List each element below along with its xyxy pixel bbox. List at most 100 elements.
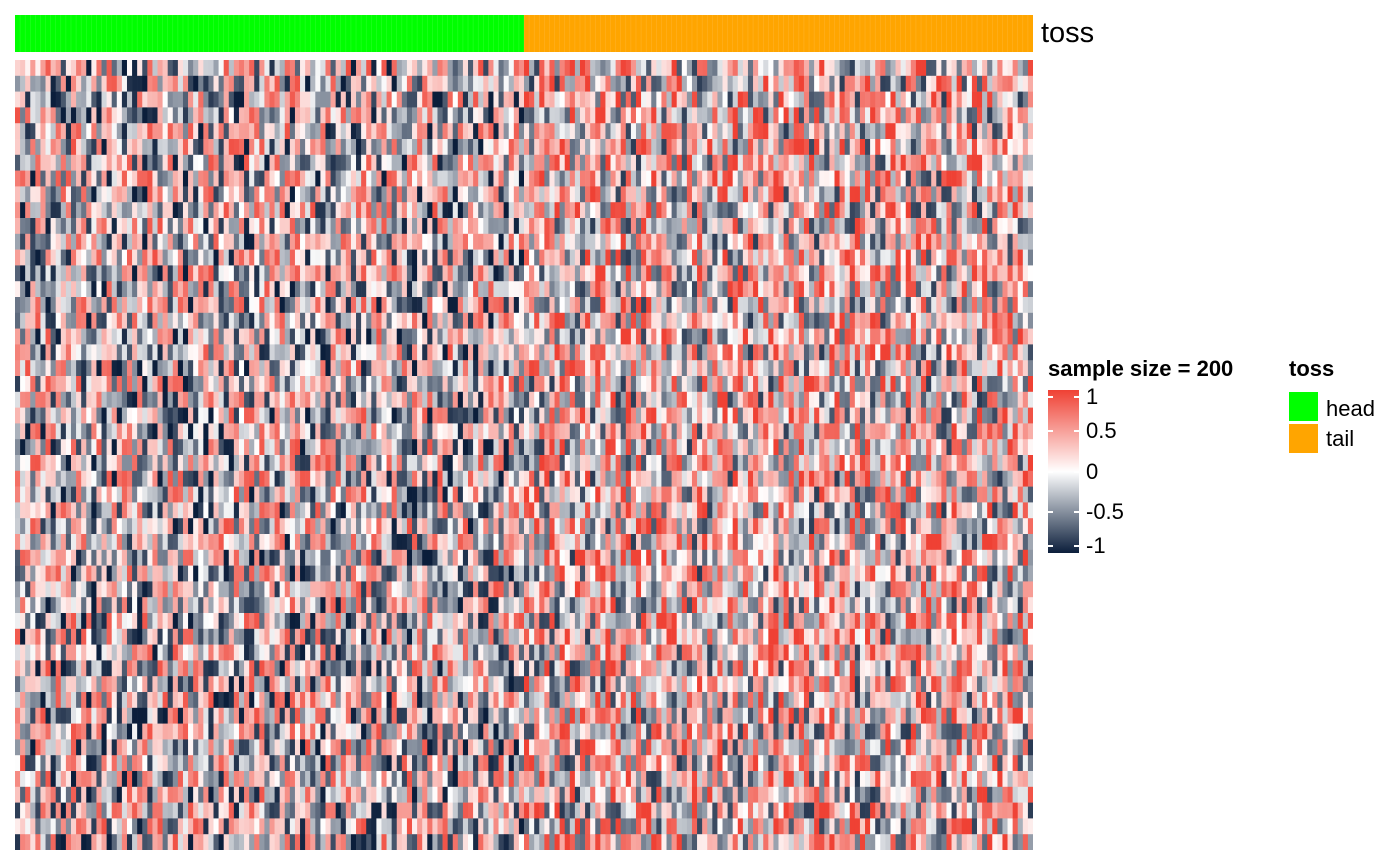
heatmap-cell xyxy=(228,344,235,361)
heatmap-cell xyxy=(157,344,163,361)
heatmap-cell xyxy=(345,265,352,282)
heatmap-cell xyxy=(269,376,275,393)
heatmap-cell xyxy=(508,628,515,645)
heatmap-cell xyxy=(198,233,204,250)
heatmap-cell xyxy=(356,328,362,345)
heatmap-cell xyxy=(40,202,46,219)
heatmap-cell xyxy=(137,218,143,235)
heatmap-cell xyxy=(152,502,158,519)
heatmap-cell xyxy=(111,439,118,456)
heatmap-cell xyxy=(15,376,21,393)
heatmap-cell xyxy=(366,660,372,677)
heatmap-cell xyxy=(386,91,392,108)
heatmap-cell xyxy=(162,502,168,519)
heatmap-cell xyxy=(289,186,296,203)
heatmap-cell xyxy=(238,818,245,835)
heatmap-cell xyxy=(162,218,168,235)
heatmap-cell xyxy=(340,123,347,140)
heatmap-cell xyxy=(447,518,454,535)
heatmap-cell xyxy=(518,91,525,108)
heatmap-cell xyxy=(25,786,31,803)
heatmap-cell xyxy=(447,486,454,503)
heatmap-cell xyxy=(157,597,163,614)
heatmap-cell xyxy=(274,218,280,235)
heatmap-cell xyxy=(76,818,82,835)
heatmap-cell xyxy=(70,423,77,440)
heatmap-cell xyxy=(345,486,352,503)
heatmap-cell xyxy=(25,739,31,756)
heatmap-cell xyxy=(340,233,347,250)
heatmap-cell xyxy=(269,486,275,503)
heatmap-cell xyxy=(147,534,153,551)
heatmap-cell xyxy=(422,549,428,566)
heatmap-cell xyxy=(376,328,382,345)
heatmap-cell xyxy=(518,391,525,408)
heatmap-cell xyxy=(218,628,224,645)
heatmap-cell xyxy=(391,470,398,487)
heatmap-cell xyxy=(340,613,347,630)
heatmap-cell xyxy=(142,628,148,645)
heatmap-cell xyxy=(182,739,189,756)
heatmap-cell xyxy=(188,692,194,709)
heatmap-cell xyxy=(294,75,301,92)
heatmap-cell xyxy=(488,755,494,772)
heatmap-cell xyxy=(361,376,367,393)
heatmap-cell xyxy=(167,218,174,235)
heatmap-cell xyxy=(320,123,326,140)
heatmap-cell xyxy=(381,739,387,756)
heatmap-cell xyxy=(325,486,331,503)
heatmap-cell xyxy=(218,407,224,424)
heatmap-cell xyxy=(60,470,67,487)
heatmap-cell xyxy=(233,581,240,598)
heatmap-cell xyxy=(335,565,342,582)
heatmap-cell xyxy=(162,407,168,424)
heatmap-cell xyxy=(111,423,118,440)
heatmap-cell xyxy=(76,249,82,266)
heatmap-cell xyxy=(412,297,418,314)
heatmap-cell xyxy=(76,75,82,92)
heatmap-cell xyxy=(442,644,448,661)
heatmap-cell xyxy=(193,723,199,740)
heatmap-cell xyxy=(442,360,448,377)
heatmap-cell xyxy=(427,202,433,219)
heatmap-cell xyxy=(264,470,270,487)
heatmap-cell xyxy=(498,249,504,266)
heatmap-cell xyxy=(177,502,184,519)
heatmap-cell xyxy=(437,660,443,677)
heatmap-cell xyxy=(513,581,520,598)
heatmap-cell xyxy=(284,154,291,171)
heatmap-cell xyxy=(76,376,82,393)
heatmap-cell xyxy=(427,502,433,519)
heatmap-cell xyxy=(70,755,77,772)
heatmap-cell xyxy=(132,281,138,298)
heatmap-cell xyxy=(478,423,484,440)
heatmap-cell xyxy=(508,281,515,298)
heatmap-cell xyxy=(111,802,118,819)
heatmap-cell xyxy=(274,407,280,424)
heatmap-cell xyxy=(35,565,41,582)
heatmap-cell xyxy=(518,597,525,614)
heatmap-cell xyxy=(269,518,275,535)
heatmap-cell xyxy=(249,170,255,187)
heatmap-cell xyxy=(508,376,515,393)
heatmap-cell xyxy=(478,486,484,503)
heatmap-cell xyxy=(213,676,219,693)
heatmap-cell xyxy=(518,154,525,171)
heatmap-cell xyxy=(284,660,291,677)
heatmap-cell xyxy=(60,818,67,835)
heatmap-cell xyxy=(264,644,270,661)
heatmap-cell xyxy=(478,107,484,124)
heatmap-cell xyxy=(345,834,352,850)
heatmap-cell xyxy=(81,755,87,772)
heatmap-cell xyxy=(396,660,403,677)
heatmap-cell xyxy=(452,439,459,456)
heatmap-cell xyxy=(244,439,250,456)
heatmap-cell xyxy=(96,470,102,487)
heatmap-cell xyxy=(406,723,413,740)
heatmap-cell xyxy=(503,486,510,503)
heatmap-cell xyxy=(381,439,387,456)
heatmap-cell xyxy=(437,107,443,124)
heatmap-cell xyxy=(518,249,525,266)
heatmap-cell xyxy=(111,470,118,487)
heatmap-cell xyxy=(132,60,138,77)
